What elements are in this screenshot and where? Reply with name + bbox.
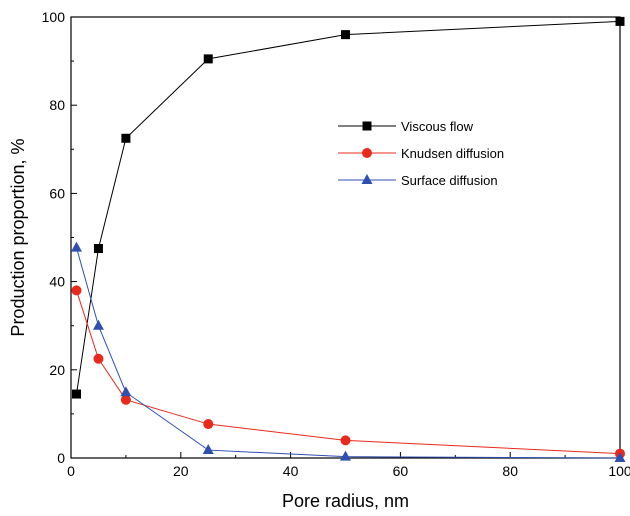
y-tick-label-100: 100 [42,9,66,25]
series-line-knudsen-diffusion [76,290,621,455]
y-tick-label-80: 80 [49,97,65,113]
series-layer [70,16,626,462]
data-point-surface-diffusion [340,450,351,461]
data-point-viscous-flow [71,389,81,399]
series-surface-diffusion [70,241,626,462]
data-point-surface-diffusion [120,386,132,397]
y-tick-label-20: 20 [49,362,65,378]
x-axis-label: Pore radius, nm [282,491,409,511]
y-axis-label: Production proportion, % [8,138,28,336]
data-point-knudsen-diffusion [340,435,351,446]
legend: Viscous flow Knudsen diffusion Surface dif… [338,119,504,188]
data-point-surface-diffusion [92,319,104,330]
y-tick-label-40: 40 [49,274,65,290]
legend-item-knudsen-diffusion: Knudsen diffusion [338,146,504,161]
data-point-viscous-flow [93,244,103,254]
legend-label: Surface diffusion [401,173,498,188]
series-viscous-flow [71,16,625,399]
legend-marker [362,148,372,158]
data-point-viscous-flow [121,133,131,143]
x-tick-label-0: 0 [67,463,75,479]
axis-ticks: 0 20 40 60 80 100 0 20 40 60 80 100 [42,9,630,479]
data-point-surface-diffusion [70,241,82,252]
legend-label: Viscous flow [401,119,474,134]
data-point-viscous-flow [341,30,350,40]
y-tick-label-0: 0 [57,450,65,466]
series-line-surface-diffusion [76,247,621,459]
data-point-knudsen-diffusion [93,353,104,364]
legend-label: Knudsen diffusion [401,146,504,161]
x-tick-label-40: 40 [283,463,299,479]
x-tick-label-60: 60 [393,463,409,479]
data-point-viscous-flow [615,16,625,26]
legend-item-surface-diffusion: Surface diffusion [338,173,498,188]
x-tick-label-20: 20 [173,463,189,479]
legend-marker [361,174,373,184]
x-tick-label-100: 100 [608,463,630,479]
series-knudsen-diffusion [71,285,625,459]
data-point-knudsen-diffusion [203,419,214,430]
data-point-knudsen-diffusion [120,394,131,405]
y-tick-label-60: 60 [49,185,65,201]
legend-item-viscous-flow: Viscous flow [338,119,474,134]
data-point-viscous-flow [203,54,213,64]
legend-marker [362,121,372,131]
data-point-surface-diffusion [202,444,214,455]
data-point-surface-diffusion [614,452,626,462]
plot-area [70,16,621,459]
x-tick-label-80: 80 [502,463,518,479]
series-line-viscous-flow [75,20,621,395]
data-point-knudsen-diffusion [71,285,82,296]
plot-border [70,16,621,459]
